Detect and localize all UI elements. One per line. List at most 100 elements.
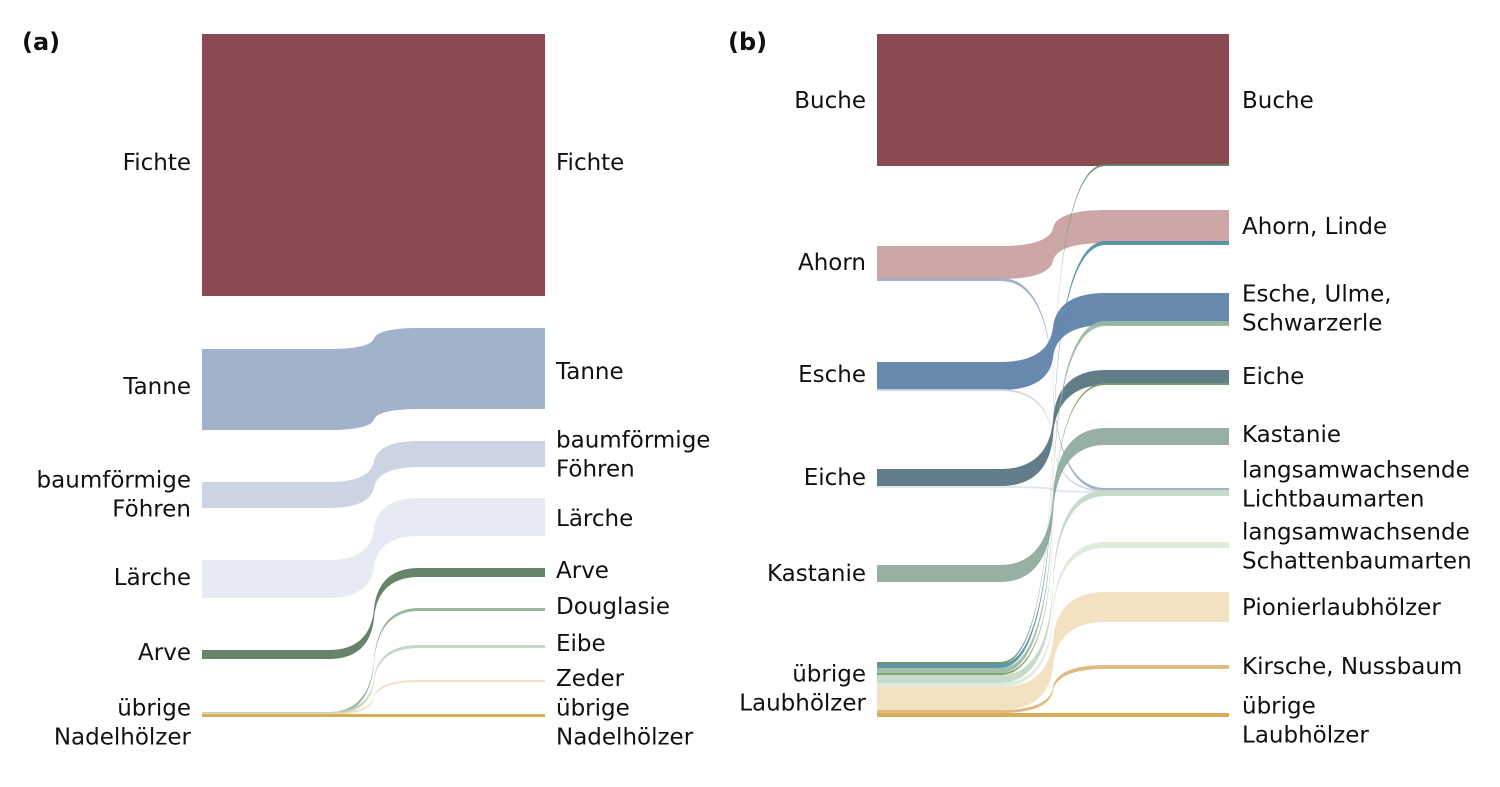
left-label-arve-line-0: Arve [138, 640, 191, 666]
panel-a-right-labels: Fichte Tanne baumförmige Föhren Lärche Arve Do… [555, 150, 710, 751]
right-label-uebrige: übrige Laubhölzer [1242, 694, 1369, 749]
left-label-uebrige: übrige Nadelhölzer [54, 696, 192, 751]
flow-uebrige-to-pionier [877, 592, 1229, 710]
left-label-kastanie-line-0: Kastanie [767, 561, 866, 587]
flow-esche-to-licht [877, 389, 1229, 492]
right-label-arve-line-0: Arve [556, 558, 609, 584]
left-label-buche-line-0: Buche [794, 88, 866, 114]
right-label-esche_ulme-line-0: Esche, Ulme, [1242, 282, 1392, 308]
flow-eiche-to-eiche [877, 370, 1229, 486]
left-label-ahorn: Ahorn [798, 250, 866, 276]
flow-fichte-to-fichte [202, 34, 545, 296]
right-label-zeder-line-0: Zeder [556, 666, 625, 692]
panel-a-flows [202, 34, 545, 717]
right-label-zeder: Zeder [556, 666, 625, 692]
flow-uebrige-to-ahorn_linde [877, 241, 1229, 668]
right-label-schatten: langsamwachsende Schattenbaumarten [1242, 520, 1472, 575]
right-label-uebrige-line-0: übrige [1242, 694, 1316, 720]
left-label-esche: Esche [798, 362, 866, 388]
left-label-eiche: Eiche [804, 465, 866, 491]
right-label-eiche: Eiche [1242, 364, 1304, 390]
left-label-eiche-line-0: Eiche [804, 465, 866, 491]
right-label-buche-line-0: Buche [1242, 88, 1314, 114]
right-label-pionier-line-0: Pionierlaubhölzer [1242, 595, 1441, 621]
right-label-tanne-line-0: Tanne [555, 359, 624, 385]
panel-b: (b) Buche Ahorn Esche Eiche Kastanie übrige La… [728, 28, 1472, 749]
right-label-uebrige-line-1: Laubhölzer [1242, 723, 1369, 749]
left-label-uebrige-line-0: übrige [117, 696, 191, 722]
flow-arve-to-arve [202, 568, 545, 659]
right-label-esche_ulme: Esche, Ulme, Schwarzerle [1242, 282, 1392, 337]
right-label-kirsche: Kirsche, Nussbaum [1242, 654, 1462, 680]
panel-a-left-labels: Fichte Tanne baumförmige Föhren Lärche Arve üb… [37, 150, 192, 751]
right-label-kastanie: Kastanie [1242, 422, 1341, 448]
right-label-ahorn_linde: Ahorn, Linde [1242, 214, 1387, 240]
flow-uebrige-to-zeder [202, 680, 545, 715]
left-label-uebrige-line-1: Nadelhölzer [54, 725, 192, 751]
flow-ahorn-to-ahorn_linde [877, 210, 1229, 279]
flow-uebrige-to-uebrige [202, 714, 545, 717]
left-label-arve: Arve [138, 640, 191, 666]
right-label-schatten-line-0: langsamwachsende [1242, 520, 1470, 546]
left-label-foehren-line-1: Föhren [112, 497, 191, 523]
flow-uebrige-to-buche [877, 164, 1229, 664]
flow-uebrige-to-esche_ulme [877, 321, 1229, 673]
panel-a: (a) Fichte Tanne baumförmige Föhren Lärche Ar… [22, 28, 710, 751]
right-label-uebrige-line-0: übrige [556, 696, 630, 722]
flow-tanne-to-tanne [202, 328, 545, 430]
left-label-uebrige-line-1: Laubhölzer [739, 691, 866, 717]
right-label-schatten-line-1: Schattenbaumarten [1242, 549, 1472, 575]
left-label-foehren-line-0: baumförmige [37, 468, 191, 494]
right-label-laerche-line-0: Lärche [556, 506, 633, 532]
right-label-tanne: Tanne [555, 359, 624, 385]
right-label-uebrige-line-1: Nadelhölzer [556, 725, 694, 751]
right-label-foehren-line-1: Föhren [556, 457, 635, 483]
flow-uebrige-to-licht [877, 490, 1229, 683]
left-label-ahorn-line-0: Ahorn [798, 250, 866, 276]
right-label-ahorn_linde-line-0: Ahorn, Linde [1242, 214, 1387, 240]
right-label-fichte-line-0: Fichte [556, 150, 624, 176]
right-label-pionier: Pionierlaubhölzer [1242, 595, 1441, 621]
flow-foehren-to-foehren [202, 441, 545, 508]
left-label-fichte: Fichte [123, 150, 191, 176]
left-label-tanne-line-0: Tanne [122, 374, 191, 400]
right-label-kastanie-line-0: Kastanie [1242, 422, 1341, 448]
flow-uebrige-to-schatten [877, 542, 1229, 687]
left-label-tanne: Tanne [122, 374, 191, 400]
right-label-fichte: Fichte [556, 150, 624, 176]
right-label-licht-line-0: langsamwachsende [1242, 458, 1470, 484]
flow-uebrige-to-uebrige [877, 713, 1229, 717]
flow-buche-to-buche [877, 34, 1229, 166]
right-label-eibe: Eibe [556, 631, 606, 657]
panel-a-label: (a) [22, 28, 60, 56]
right-label-licht-line-1: Lichtbaumarten [1242, 487, 1424, 513]
right-label-eibe-line-0: Eibe [556, 631, 606, 657]
left-label-uebrige-line-0: übrige [792, 662, 866, 688]
left-label-fichte-line-0: Fichte [123, 150, 191, 176]
flow-uebrige-to-kirsche [877, 665, 1229, 713]
left-label-esche-line-0: Esche [798, 362, 866, 388]
flow-ahorn-to-licht [877, 278, 1229, 491]
right-label-buche: Buche [1242, 88, 1314, 114]
right-label-foehren-line-0: baumförmige [556, 428, 710, 454]
right-label-laerche: Lärche [556, 506, 633, 532]
flow-esche-to-esche_ulme [877, 293, 1229, 390]
left-label-foehren: baumförmige Föhren [37, 468, 191, 523]
panel-b-flows [877, 34, 1229, 717]
right-label-kirsche-line-0: Kirsche, Nussbaum [1242, 654, 1462, 680]
panel-b-label: (b) [728, 28, 767, 56]
flow-laerche-to-laerche [202, 498, 545, 598]
flow-uebrige-to-eiche [877, 383, 1229, 675]
right-label-douglasie-line-0: Douglasie [556, 594, 670, 620]
left-label-uebrige: übrige Laubhölzer [739, 662, 866, 717]
panel-b-right-labels: Buche Ahorn, Linde Esche, Ulme, Schwarzerle… [1242, 88, 1472, 749]
panel-b-left-labels: Buche Ahorn Esche Eiche Kastanie übrige Laubhö… [739, 88, 866, 717]
left-label-laerche-line-0: Lärche [114, 565, 191, 591]
left-label-buche: Buche [794, 88, 866, 114]
right-label-arve: Arve [556, 558, 609, 584]
flow-kastanie-to-kastanie [877, 428, 1229, 582]
right-label-foehren: baumförmige Föhren [556, 428, 710, 483]
right-label-eiche-line-0: Eiche [1242, 364, 1304, 390]
right-label-uebrige: übrige Nadelhölzer [556, 696, 694, 751]
